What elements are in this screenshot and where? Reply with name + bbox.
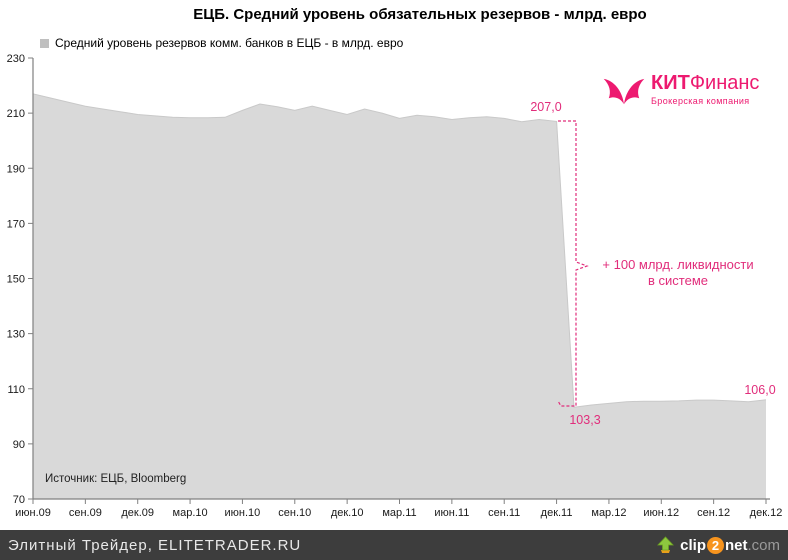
footer-bar: Элитный Трейдер, ELITETRADER.RU clip 2 net… bbox=[0, 530, 788, 560]
clip2net-clip: clip bbox=[680, 536, 706, 554]
y-tick-label: 90 bbox=[13, 439, 25, 451]
page-title: ЕЦБ. Средний уровень обязательных резерв… bbox=[193, 6, 647, 23]
x-tick-label: мар.11 bbox=[382, 507, 416, 519]
legend-marker-icon bbox=[40, 38, 49, 48]
x-tick-label: июн.12 bbox=[643, 507, 679, 519]
x-tick-label: мар.12 bbox=[591, 507, 626, 519]
end-value-label: 106,0 bbox=[744, 383, 776, 397]
source-note: Источник: ЕЦБ, Bloomberg bbox=[45, 473, 187, 485]
brand-name-bold: КИТ bbox=[651, 72, 690, 94]
x-tick-label: дек.12 bbox=[750, 507, 783, 519]
x-tick-label: сен.12 bbox=[697, 507, 730, 519]
y-tick-label: 130 bbox=[7, 329, 25, 341]
x-tick-label: дек.10 bbox=[331, 507, 364, 519]
x-tick-label: сен.10 bbox=[278, 507, 311, 519]
liquidity-callout-line1: + 100 млрд. ликвидности bbox=[602, 257, 754, 272]
whale-tail-icon bbox=[603, 78, 645, 105]
kit-finance-logo: КИТФинанс Брокерская компания bbox=[602, 72, 759, 106]
peak-value-label: 207,0 bbox=[530, 100, 562, 114]
reserves-area bbox=[33, 93, 766, 500]
kit-finance-logo-text: КИТФинанс Брокерская компания bbox=[651, 72, 759, 106]
y-tick-label: 190 bbox=[7, 163, 25, 175]
x-tick-label: дек.11 bbox=[541, 507, 573, 519]
x-tick-label: мар.10 bbox=[173, 507, 208, 519]
upload-arrow-icon bbox=[657, 536, 675, 553]
x-tick-label: июн.09 bbox=[15, 507, 51, 519]
clip2net-two-badge: 2 bbox=[706, 536, 724, 554]
reserves-line bbox=[32, 93, 767, 408]
brand-name: КИТФинанс bbox=[651, 72, 759, 94]
brand-name-regular: Финанс bbox=[689, 72, 760, 94]
chart-legend: Средний уровень резервов комм. банков в … bbox=[40, 36, 403, 50]
reserves-area-chart: 70 90 110 130 150 170 190 210 230 июн.09 сен.09 дек… bbox=[7, 53, 783, 519]
liquidity-callout: + 100 млрд. ликвидности в системе bbox=[590, 257, 766, 289]
y-tick-label: 170 bbox=[7, 218, 25, 230]
trough-value-label: 103,3 bbox=[569, 413, 601, 427]
footer-site-label: Элитный Трейдер, ELITETRADER.RU bbox=[8, 536, 302, 554]
clip2net-com: .com bbox=[747, 536, 780, 554]
legend-label: Средний уровень резервов комм. банков в … bbox=[55, 36, 404, 50]
clip2net-net: net bbox=[724, 536, 748, 554]
x-tick-label: дек.09 bbox=[121, 507, 154, 519]
y-tick-label: 230 bbox=[7, 53, 25, 65]
y-tick-label: 210 bbox=[7, 108, 25, 120]
y-tick-label: 110 bbox=[7, 384, 25, 396]
liquidity-callout-line2: в системе bbox=[648, 273, 708, 288]
y-tick-label: 70 bbox=[13, 494, 25, 506]
x-tick-label: сен.11 bbox=[488, 507, 520, 519]
clip2net-watermark: clip 2 net .com bbox=[656, 536, 780, 554]
x-tick-label: июн.11 bbox=[434, 507, 469, 519]
y-tick-label: 150 bbox=[7, 274, 25, 286]
x-tick-label: сен.09 bbox=[69, 507, 102, 519]
brand-subtitle: Брокерская компания bbox=[651, 96, 750, 106]
x-tick-label: июн.10 bbox=[225, 507, 261, 519]
